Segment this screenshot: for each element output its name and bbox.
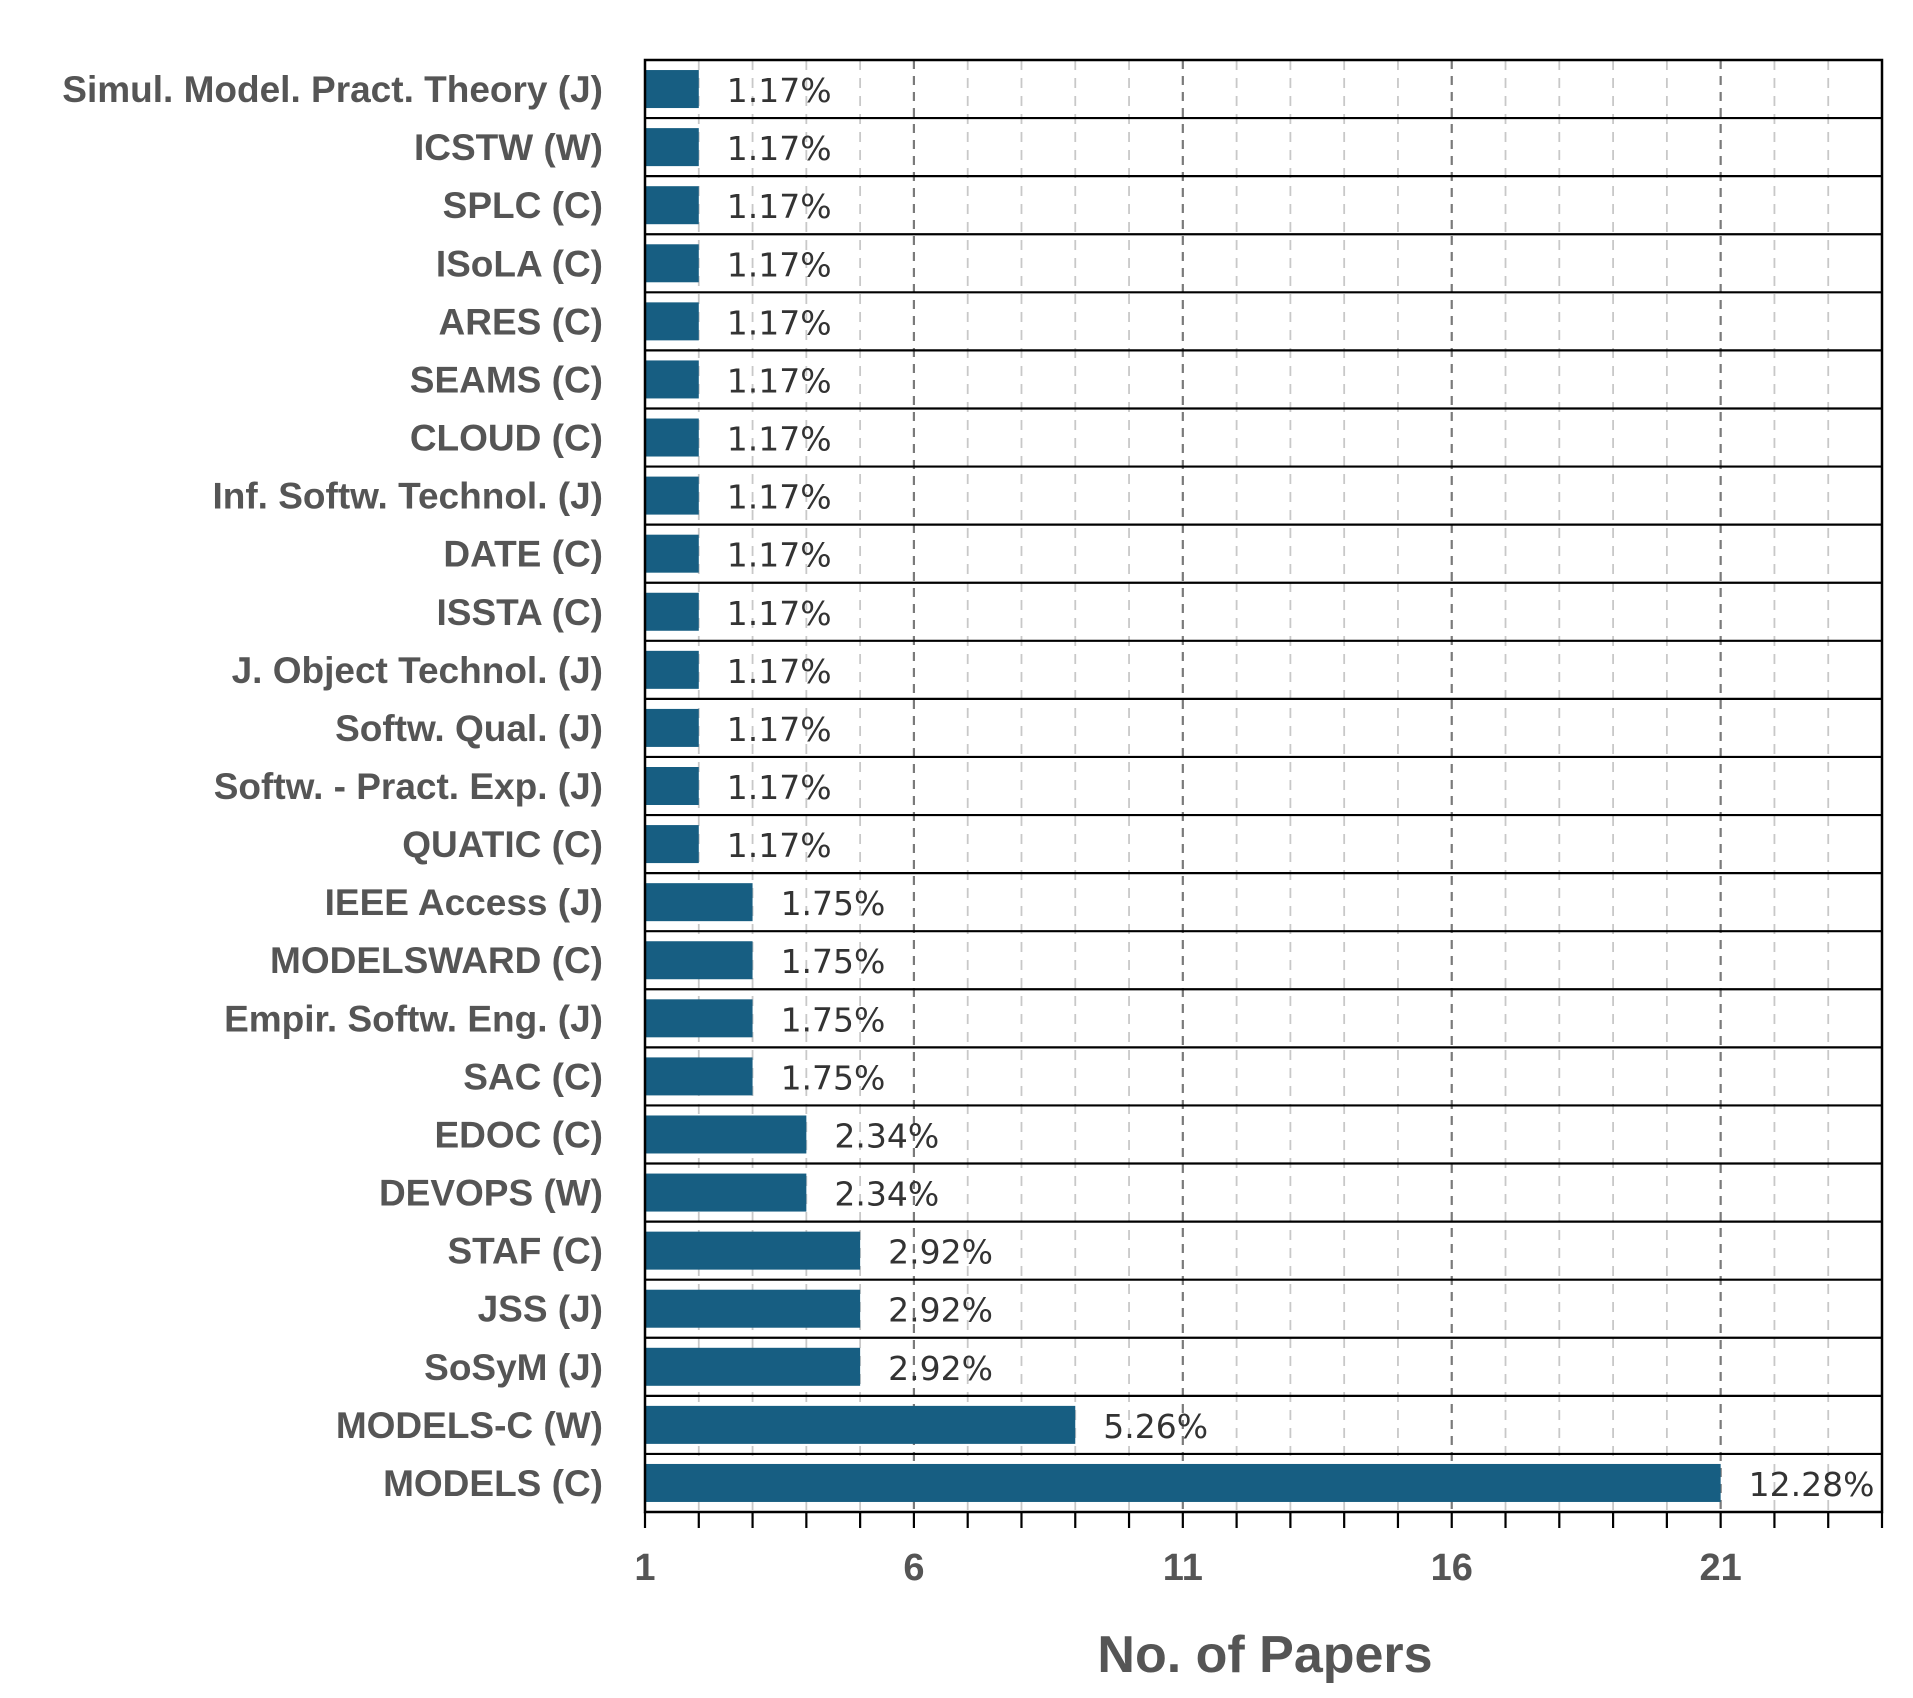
bar xyxy=(645,1347,861,1386)
category-label: SPLC (C) xyxy=(443,185,603,226)
category-label: STAF (C) xyxy=(448,1231,604,1272)
data-label: 1.75% xyxy=(781,884,886,923)
data-label: 1.17% xyxy=(727,303,832,342)
data-label: 1.75% xyxy=(781,1000,886,1039)
data-label: 2.92% xyxy=(888,1291,993,1330)
data-label: 1.17% xyxy=(727,826,832,865)
bar xyxy=(645,999,753,1038)
category-label: Softw. - Pract. Exp. (J) xyxy=(214,766,603,807)
bar xyxy=(645,476,699,515)
category-label: ARES (C) xyxy=(439,301,603,342)
bar xyxy=(645,767,699,805)
category-label: JSS (J) xyxy=(478,1289,603,1330)
bar xyxy=(645,708,699,747)
data-label: 1.17% xyxy=(727,420,832,459)
bar xyxy=(645,650,699,689)
data-label: 2.92% xyxy=(888,1233,993,1272)
bar xyxy=(645,1463,1721,1502)
bar xyxy=(645,1115,807,1154)
category-labels: Simul. Model. Pract. Theory (J) ICSTW (W)… xyxy=(62,69,603,1504)
data-label: 1.17% xyxy=(727,361,832,400)
category-label: ICSTW (W) xyxy=(414,127,603,168)
x-tick-label: 6 xyxy=(903,1547,924,1589)
category-label: Inf. Softw. Technol. (J) xyxy=(212,476,603,517)
x-tick-label: 11 xyxy=(1163,1547,1203,1589)
category-label: SAC (C) xyxy=(463,1056,603,1097)
bar xyxy=(645,360,699,399)
category-label: Empir. Softw. Eng. (J) xyxy=(224,998,603,1039)
category-label: IEEE Access (J) xyxy=(325,882,603,923)
bar xyxy=(645,418,699,457)
category-label: ISSTA (C) xyxy=(437,592,603,633)
data-label: 1.17% xyxy=(727,71,832,110)
category-label: DEVOPS (W) xyxy=(379,1173,603,1214)
category-label: SoSyM (J) xyxy=(424,1347,603,1388)
bar xyxy=(645,302,699,341)
data-label: 1.75% xyxy=(781,1058,886,1097)
category-label: QUATIC (C) xyxy=(402,824,603,865)
data-label: 1.17% xyxy=(727,768,832,807)
category-label: Softw. Qual. (J) xyxy=(335,708,603,749)
data-label: 2.92% xyxy=(888,1349,993,1388)
data-label: 1.17% xyxy=(727,594,832,633)
data-label: 1.17% xyxy=(727,187,832,226)
category-label: Simul. Model. Pract. Theory (J) xyxy=(62,69,603,110)
data-label: 2.34% xyxy=(834,1175,939,1214)
data-label: 1.17% xyxy=(727,129,832,168)
bar xyxy=(645,244,699,283)
data-label: 2.34% xyxy=(834,1116,939,1155)
bar xyxy=(645,186,699,225)
data-label: 1.17% xyxy=(727,652,832,691)
data-label: 1.17% xyxy=(727,478,832,517)
bar xyxy=(645,592,699,631)
category-label: CLOUD (C) xyxy=(410,418,603,459)
bar xyxy=(645,1231,861,1270)
grid-lines xyxy=(697,60,1830,1512)
plot-frame xyxy=(643,58,1884,1514)
x-tick-label: 21 xyxy=(1700,1547,1742,1589)
x-axis: 1 6 11 16 21 xyxy=(634,1512,1884,1589)
bars xyxy=(645,70,1721,1502)
category-label: ISoLA (C) xyxy=(436,243,603,284)
category-label: MODELS-C (W) xyxy=(336,1405,603,1446)
data-label: 1.17% xyxy=(727,536,832,575)
bar xyxy=(645,70,699,109)
x-tick-label: 1 xyxy=(634,1547,655,1589)
data-label: 1.17% xyxy=(727,710,832,749)
category-label: MODELS (C) xyxy=(383,1463,603,1504)
plot-border xyxy=(643,58,1884,1514)
data-label: 1.17% xyxy=(727,245,832,284)
category-label: SEAMS (C) xyxy=(410,359,603,400)
data-label: 1.75% xyxy=(781,942,886,981)
data-label: 12.28% xyxy=(1749,1465,1875,1504)
data-labels: 1.17% 1.17% 1.17% 1.17% 1.17% 1.17% 1.17% 1.17%… xyxy=(727,71,1875,1504)
bar xyxy=(645,1057,753,1096)
category-label: DATE (C) xyxy=(443,534,603,575)
bar xyxy=(645,1405,1076,1444)
bar xyxy=(645,1173,807,1212)
bar xyxy=(645,825,699,864)
bar xyxy=(645,1289,861,1328)
data-label: 5.26% xyxy=(1103,1407,1208,1446)
x-tick-label: 16 xyxy=(1431,1547,1473,1589)
bar xyxy=(645,883,753,922)
category-label: J. Object Technol. (J) xyxy=(232,650,603,691)
x-axis-title: No. of Papers xyxy=(1097,1626,1432,1684)
category-label: EDOC (C) xyxy=(434,1114,603,1155)
bar xyxy=(645,128,699,167)
bar xyxy=(645,941,753,980)
bar xyxy=(645,534,699,573)
category-label: MODELSWARD (C) xyxy=(270,940,603,981)
